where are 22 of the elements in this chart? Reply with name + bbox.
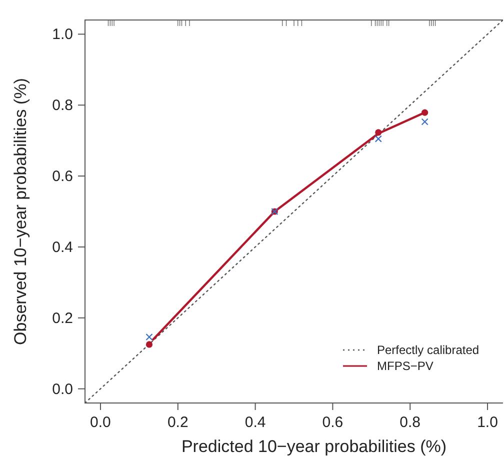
point <box>146 333 153 341</box>
point <box>374 135 382 142</box>
x-tick-label: 0.0 <box>90 414 111 431</box>
y-tick-label: 0.2 <box>52 310 73 327</box>
y-tick-label: 0.6 <box>52 168 73 186</box>
y-tick-label: 0.0 <box>52 380 73 398</box>
x-tick-label: 0.6 <box>322 414 344 431</box>
y-tick-label: 1.0 <box>52 26 73 44</box>
x-tick-label: 1.0 <box>477 414 498 431</box>
y-tick-label: 0.8 <box>52 97 73 114</box>
point <box>421 118 428 126</box>
x-tick-label: 0.2 <box>167 414 188 431</box>
point <box>422 109 428 116</box>
x-axis-title: Predicted 10−year probabilities (%) <box>181 437 447 456</box>
x-tick-label: 0.4 <box>244 414 266 431</box>
y-axis-title: Observed 10−year probabilities (%) <box>11 78 30 345</box>
point <box>375 129 382 136</box>
point <box>146 341 153 348</box>
legend-label: Perfectly calibrated <box>377 343 480 357</box>
x-tick-label: 0.8 <box>400 414 421 431</box>
y-tick-label: 0.4 <box>52 238 73 256</box>
legend-label: MFPS−PV <box>377 359 434 373</box>
